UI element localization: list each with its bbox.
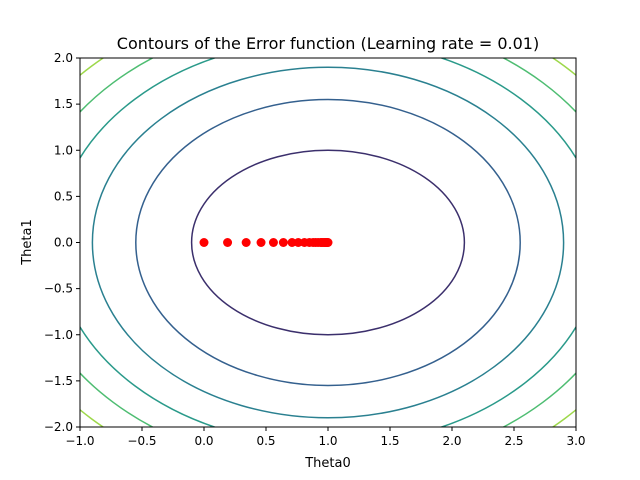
y-axis-label: Theta1 <box>20 219 35 266</box>
descent-point <box>278 238 288 247</box>
y-tick-label: 1.5 <box>54 97 73 111</box>
x-tick-label: 1.0 <box>318 434 337 448</box>
y-tick-label: 1.0 <box>54 143 73 157</box>
chart-title: Contours of the Error function (Learning… <box>117 34 539 53</box>
y-tick-label: 0.5 <box>54 189 73 203</box>
contour-level-1 <box>190 149 466 336</box>
descent-point <box>199 238 209 247</box>
x-tick-label: −0.5 <box>127 434 156 448</box>
y-tick-label: 2.0 <box>54 51 73 65</box>
descent-point <box>287 238 297 247</box>
y-tick-label: 0.0 <box>54 236 73 250</box>
descent-point <box>223 238 233 247</box>
y-tick-label: −1.0 <box>44 328 73 342</box>
descent-point <box>268 238 278 247</box>
contour-level-2 <box>135 98 521 387</box>
x-tick-label: −1.0 <box>65 434 94 448</box>
x-tick-label: 0.5 <box>256 434 275 448</box>
descent-point <box>293 238 303 247</box>
descent-point <box>256 238 266 247</box>
y-tick-label: −0.5 <box>44 282 73 296</box>
x-tick-label: 0.0 <box>194 434 213 448</box>
y-axis-ticks: −2.0 −1.5 −1.0 −0.5 0.0 0.5 1.0 1.5 2.0 <box>44 51 80 434</box>
x-tick-label: 2.5 <box>504 434 523 448</box>
x-tick-label: 3.0 <box>566 434 585 448</box>
descent-point <box>241 238 251 247</box>
x-axis-label: Theta0 <box>304 456 351 471</box>
y-tick-label: −1.5 <box>44 374 73 388</box>
descent-point <box>323 238 333 247</box>
x-axis-ticks: −1.0 −0.5 0.0 0.5 1.0 1.5 2.0 2.5 3.0 <box>65 427 586 448</box>
y-tick-label: −2.0 <box>44 420 73 434</box>
contour-level-3 <box>91 66 565 419</box>
descent-points <box>199 238 333 247</box>
x-tick-label: 1.5 <box>380 434 399 448</box>
x-tick-label: 2.0 <box>442 434 461 448</box>
